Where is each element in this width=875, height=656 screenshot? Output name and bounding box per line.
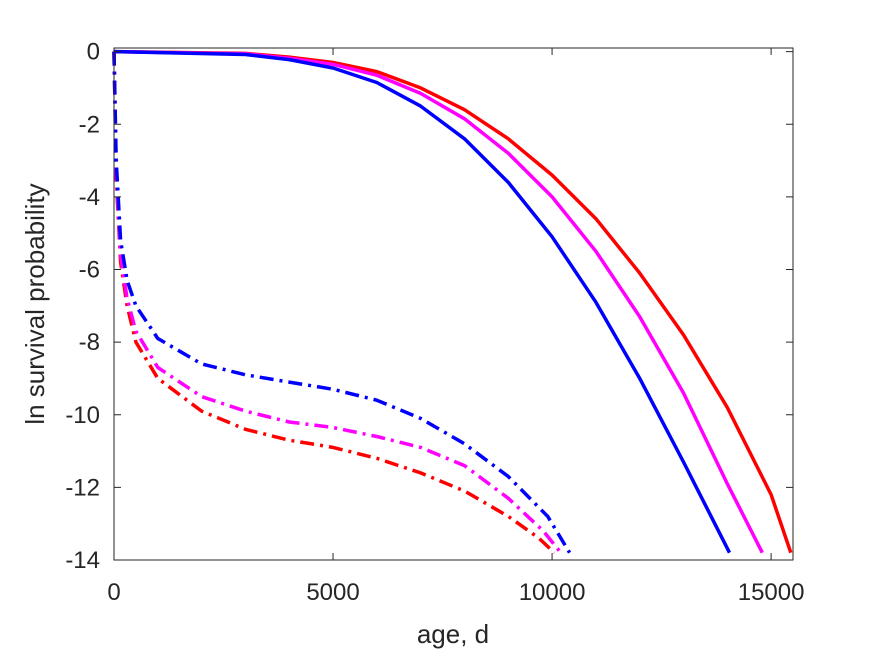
y-tick-label: -10 xyxy=(65,402,100,429)
series-line-5 xyxy=(112,51,563,554)
y-axis-label: ln survival probability xyxy=(20,183,50,424)
x-axis: 0 5000 10000 15000 xyxy=(107,48,804,606)
y-axis: 0 -2 -4 -6 -8 -10 -12 -14 xyxy=(65,39,793,574)
series-layer xyxy=(112,49,793,554)
series-line-2 xyxy=(113,49,764,554)
y-tick-label: 0 xyxy=(87,39,100,66)
y-tick-label: -6 xyxy=(79,257,100,284)
x-tick-label: 0 xyxy=(107,579,120,606)
series-line-3 xyxy=(113,49,732,554)
y-tick-label: -2 xyxy=(79,111,100,138)
x-tick-label: 15000 xyxy=(738,579,805,606)
plot-frame xyxy=(113,47,794,561)
y-tick-label: -8 xyxy=(79,329,100,356)
x-tick-label: 5000 xyxy=(306,579,359,606)
plot-area xyxy=(114,48,793,560)
y-tick-label: -14 xyxy=(65,547,100,574)
y-tick-label: -4 xyxy=(79,184,100,211)
series-line-6 xyxy=(112,51,572,554)
x-axis-label: age, d xyxy=(417,619,489,649)
x-tick-label: 10000 xyxy=(519,579,586,606)
y-tick-label: -12 xyxy=(65,474,100,501)
